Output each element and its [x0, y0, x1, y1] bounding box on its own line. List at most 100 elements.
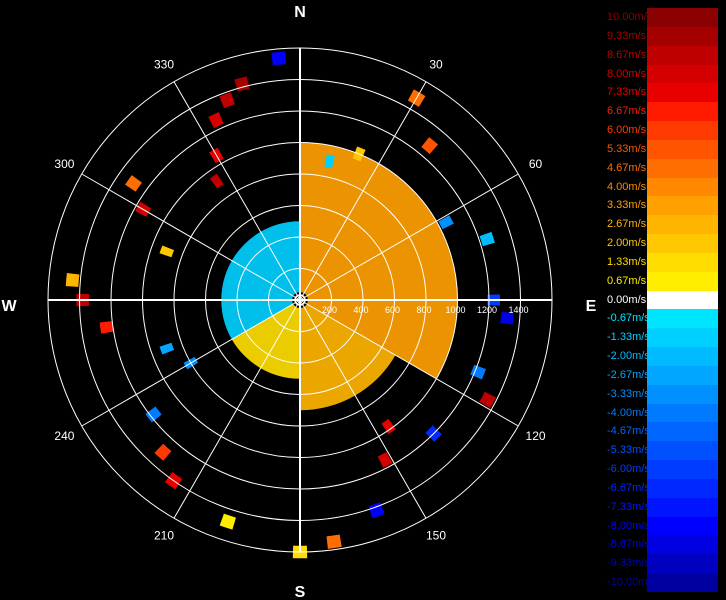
velocity-echo-cell — [159, 245, 175, 258]
colorbar-swatch — [647, 121, 718, 140]
velocity-echo-cell — [209, 173, 224, 189]
colorbar-label: -4.67m/s — [607, 425, 650, 438]
velocity-echo-cell — [65, 273, 80, 287]
range-tick-label: 400 — [353, 305, 368, 315]
colorbar-swatch — [647, 215, 718, 235]
colorbar-label: 5.33m/s — [607, 142, 647, 155]
colorbar-row: -3.33m/s — [603, 384, 721, 404]
colorbar-swatch — [647, 328, 718, 348]
colorbar-swatch — [647, 554, 718, 574]
colorbar-swatch — [647, 309, 718, 329]
colorbar-row: -8.67m/s — [603, 535, 721, 555]
velocity-echo-cell — [145, 406, 162, 423]
colorbar-swatch — [647, 478, 718, 498]
colorbar-swatch — [647, 139, 718, 159]
east-label: E — [586, 298, 597, 315]
velocity-echo-cell — [234, 76, 250, 92]
colorbar-swatch — [647, 497, 718, 517]
colorbar-row: 4.67m/s — [603, 158, 721, 178]
colorbar-label: -8.00m/s — [607, 519, 650, 532]
velocity-echo-cell — [421, 137, 439, 154]
velocity-echo-cell — [219, 513, 236, 530]
colorbar-label: -0.67m/s — [607, 312, 650, 325]
colorbar-swatch — [647, 158, 718, 178]
colorbar-row: -4.00m/s — [603, 403, 721, 423]
colorbar-row: 0.00m/s — [603, 290, 721, 310]
colorbar-swatch — [647, 384, 718, 404]
colorbar-label: 8.67m/s — [607, 48, 647, 61]
velocity-echo-cell — [324, 154, 335, 169]
colorbar-label: 3.33m/s — [607, 199, 647, 212]
range-tick-label: 200 — [322, 305, 337, 315]
azimuth-tick-label: 330 — [154, 57, 174, 71]
colorbar-swatch — [647, 403, 718, 423]
velocity-field-sector — [231, 303, 300, 379]
range-tick-label: 600 — [385, 305, 400, 315]
velocity-field-sector — [300, 142, 458, 379]
range-tick-label: 1200 — [477, 305, 497, 315]
azimuth-spoke — [173, 299, 301, 519]
colorbar-label: 2.67m/s — [607, 218, 647, 231]
colorbar-row: 8.00m/s — [603, 64, 721, 84]
colorbar-label: 0.67m/s — [607, 274, 647, 287]
azimuth-spoke — [299, 299, 427, 519]
colorbar-label: -2.00m/s — [607, 350, 650, 363]
colorbar-label: 6.67m/s — [607, 105, 647, 118]
colorbar-row: 3.33m/s — [603, 196, 721, 216]
colorbar-swatch — [647, 177, 718, 197]
colorbar-label: -10.00m/s — [607, 576, 656, 589]
azimuth-tick-label: 30 — [429, 57, 443, 71]
velocity-echo-cell — [219, 92, 235, 109]
velocity-echo-cell — [470, 364, 487, 380]
colorbar-swatch — [647, 365, 718, 385]
colorbar-label: -9.33m/s — [607, 557, 650, 570]
colorbar-row: -1.33m/s — [603, 328, 721, 348]
colorbar-row: -7.33m/s — [603, 497, 721, 517]
velocity-echo-cell — [438, 215, 454, 230]
colorbar-swatch — [647, 516, 718, 536]
azimuth-spoke — [81, 173, 301, 301]
velocity-echo-cell — [377, 452, 393, 468]
colorbar-swatch — [647, 290, 718, 310]
colorbar-swatch — [647, 460, 718, 479]
colorbar-row: -6.00m/s — [603, 460, 721, 479]
azimuth-spoke — [173, 81, 301, 301]
colorbar-label: 1.33m/s — [607, 255, 647, 268]
velocity-echo-cell — [479, 391, 497, 409]
colorbar-label: -5.33m/s — [607, 444, 650, 457]
colorbar-swatch — [647, 422, 718, 442]
colorbar-row: 6.00m/s — [603, 121, 721, 140]
colorbar-row: 0.67m/s — [603, 271, 721, 291]
colorbar-label: -3.33m/s — [607, 387, 650, 400]
colorbar-label: 8.00m/s — [607, 67, 647, 80]
azimuth-tick-label: 300 — [54, 157, 74, 171]
colorbar-row: 8.67m/s — [603, 45, 721, 65]
colorbar-swatch — [647, 196, 718, 216]
velocity-echo-cell — [326, 534, 342, 549]
colorbar-label: 2.00m/s — [607, 237, 647, 250]
colorbar-label: -6.00m/s — [607, 463, 650, 476]
velocity-echo-cell — [154, 443, 172, 461]
colorbar-label: 4.00m/s — [607, 180, 647, 193]
colorbar-swatch — [647, 64, 718, 84]
azimuth-tick-label: 240 — [54, 429, 74, 443]
colorbar-row: 2.00m/s — [603, 234, 721, 253]
range-tick-label: 800 — [416, 305, 431, 315]
colorbar-row: 4.00m/s — [603, 177, 721, 197]
colorbar-swatch — [647, 45, 718, 65]
colorbar-label: 0.00m/s — [607, 293, 647, 306]
velocity-field-sector — [221, 221, 300, 340]
colorbar-swatch — [647, 26, 718, 46]
colorbar-row: -2.00m/s — [603, 347, 721, 366]
colorbar-swatch — [647, 441, 718, 461]
azimuth-tick-label: 120 — [526, 429, 546, 443]
velocity-field-sector — [300, 303, 396, 411]
velocity-echo-cell — [159, 342, 175, 355]
colorbar-label: -1.33m/s — [607, 331, 650, 344]
colorbar-label: -7.33m/s — [607, 500, 650, 513]
velocity-echo-cell — [271, 51, 286, 66]
azimuth-spoke — [81, 299, 301, 427]
azimuth-labels: 30 60 120 150 210 240 300 330 — [54, 57, 545, 542]
colorbar-label: 6.00m/s — [607, 124, 647, 137]
velocity-echo-cell — [381, 418, 396, 435]
